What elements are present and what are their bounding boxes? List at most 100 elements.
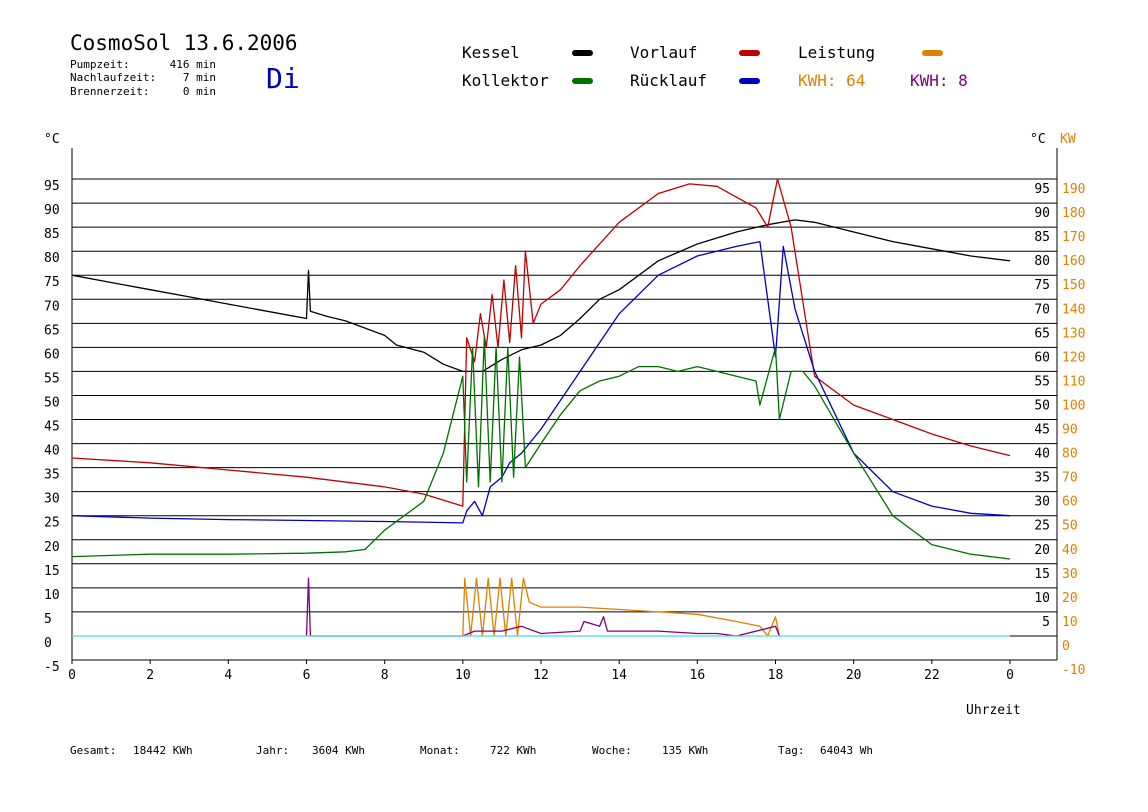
y-tick-right-temp: 65: [1034, 326, 1050, 341]
stat-value-0: 416 min: [170, 58, 216, 71]
y-tick-right-temp: 20: [1034, 543, 1050, 558]
x-tick-label: 0: [68, 668, 76, 683]
y-tick-left: 60: [44, 347, 60, 362]
y-tick-left: 35: [44, 468, 60, 483]
y-tick-right-temp: 70: [1034, 302, 1050, 317]
stat-value-1: 7 min: [183, 71, 216, 84]
footer-monat-value: 722 KWh: [490, 744, 536, 757]
y-tick-right-power: 20: [1062, 591, 1078, 606]
y-tick-right-power: 150: [1062, 278, 1085, 293]
y-tick-right-temp: 75: [1034, 278, 1050, 293]
footer-jahr-value: 3604 KWh: [312, 744, 365, 757]
legend-kwh-leistung: KWH: 64: [798, 71, 865, 90]
stat-value-2: 0 min: [183, 85, 216, 98]
chart-title: CosmoSol 13.6.2006: [70, 31, 298, 55]
y-tick-right-power: 120: [1062, 350, 1085, 365]
y-unit-left: °C: [44, 132, 60, 147]
y-tick-left: 10: [44, 588, 60, 603]
series-group: [71, 178, 1011, 637]
y-tick-left: 30: [44, 492, 60, 507]
y-tick-right-power: 50: [1062, 519, 1078, 534]
footer-tag-value: 64043 Wh: [820, 744, 873, 757]
y-tick-right-power: 80: [1062, 447, 1078, 462]
y-tick-left: 0: [44, 636, 52, 651]
y-tick-right-power: 160: [1062, 254, 1085, 269]
y-tick-right-power: 130: [1062, 326, 1085, 341]
y-tick-right-temp: 60: [1034, 350, 1050, 365]
x-tick-label: 20: [846, 668, 862, 683]
y-tick-right-temp: 55: [1034, 374, 1050, 389]
x-tick-label: 14: [611, 668, 627, 683]
y-tick-right-temp: 30: [1034, 495, 1050, 510]
footer-gesamt-label: Gesamt:: [70, 744, 116, 757]
y-tick-left: 55: [44, 371, 60, 386]
y-tick-left: -5: [44, 660, 60, 675]
legend-kwh-purple: KWH: 8: [910, 71, 968, 90]
y-tick-right-temp: 50: [1034, 398, 1050, 413]
day-label: Di: [266, 62, 300, 95]
x-axis-label: Uhrzeit: [966, 703, 1021, 718]
footer-tag-label: Tag:: [778, 744, 805, 757]
y-tick-right-power: 140: [1062, 302, 1085, 317]
y-unit-right-temp: °C: [1030, 132, 1046, 147]
x-tick-label: 22: [924, 668, 940, 683]
y-tick-left: 15: [44, 564, 60, 579]
y-tick-right-power: -10: [1062, 663, 1085, 678]
y-tick-right-temp: 40: [1034, 447, 1050, 462]
y-tick-right-power: 0: [1062, 639, 1070, 654]
x-tick-label: 18: [768, 668, 784, 683]
footer-woche-label: Woche:: [592, 744, 632, 757]
y-tick-right-temp: 15: [1034, 567, 1050, 582]
y-tick-right-power: 110: [1062, 374, 1085, 389]
y-tick-left: 5: [44, 612, 52, 627]
y-tick-right-power: 170: [1062, 230, 1085, 245]
x-tick-label: 8: [381, 668, 389, 683]
legend-kessel: Kessel: [462, 43, 520, 62]
footer-gesamt-value: 18442 KWh: [133, 744, 193, 757]
y-tick-right-temp: 95: [1034, 182, 1050, 197]
x-tick-label: 10: [455, 668, 471, 683]
y-tick-left: 20: [44, 540, 60, 555]
legend-kollektor: Kollektor: [462, 71, 549, 90]
y-tick-left: 85: [44, 227, 60, 242]
stat-label-2: Brennerzeit:: [70, 85, 149, 98]
y-tick-left: 40: [44, 444, 60, 459]
legend-leistung: Leistung: [798, 43, 875, 62]
x-tick-label: 16: [690, 668, 706, 683]
legend-ruecklauf: Rücklauf: [630, 71, 707, 90]
grid-lines: [71, 148, 1058, 661]
y-tick-right-power: 10: [1062, 615, 1078, 630]
y-tick-left: 70: [44, 299, 60, 314]
y-tick-right-power: 190: [1062, 182, 1085, 197]
y-tick-right-power: 30: [1062, 567, 1078, 582]
y-unit-right-power: KW: [1060, 132, 1076, 147]
y-tick-right-power: 90: [1062, 423, 1078, 438]
series-line-kessel: [71, 219, 1011, 373]
y-tick-right-power: 70: [1062, 471, 1078, 486]
x-tick-label: 0: [1006, 668, 1014, 683]
series-line-kollektor: [71, 337, 1011, 560]
y-tick-right-temp: 5: [1042, 615, 1050, 630]
x-tick-label: 4: [224, 668, 232, 683]
legend-vorlauf: Vorlauf: [630, 43, 697, 62]
y-tick-left: 65: [44, 323, 60, 338]
stat-label-0: Pumpzeit:: [70, 58, 130, 71]
tick-labels: 95908580757065605550454035302520151050-5…: [44, 179, 1085, 683]
y-tick-right-power: 40: [1062, 543, 1078, 558]
y-tick-right-power: 100: [1062, 398, 1085, 413]
x-tick-label: 12: [533, 668, 549, 683]
x-tick-label: 2: [146, 668, 154, 683]
y-tick-left: 80: [44, 251, 60, 266]
y-tick-right-temp: 35: [1034, 471, 1050, 486]
footer-woche-value: 135 KWh: [662, 744, 708, 757]
y-tick-right-temp: 80: [1034, 254, 1050, 269]
y-tick-right-temp: 90: [1034, 206, 1050, 221]
y-tick-left: 95: [44, 179, 60, 194]
series-line-r-cklauf: [71, 240, 1011, 524]
y-tick-right-temp: 45: [1034, 423, 1050, 438]
y-tick-left: 75: [44, 275, 60, 290]
series-line-vorlauf: [71, 178, 1011, 507]
y-tick-right-temp: 85: [1034, 230, 1050, 245]
y-tick-right-temp: 10: [1034, 591, 1050, 606]
